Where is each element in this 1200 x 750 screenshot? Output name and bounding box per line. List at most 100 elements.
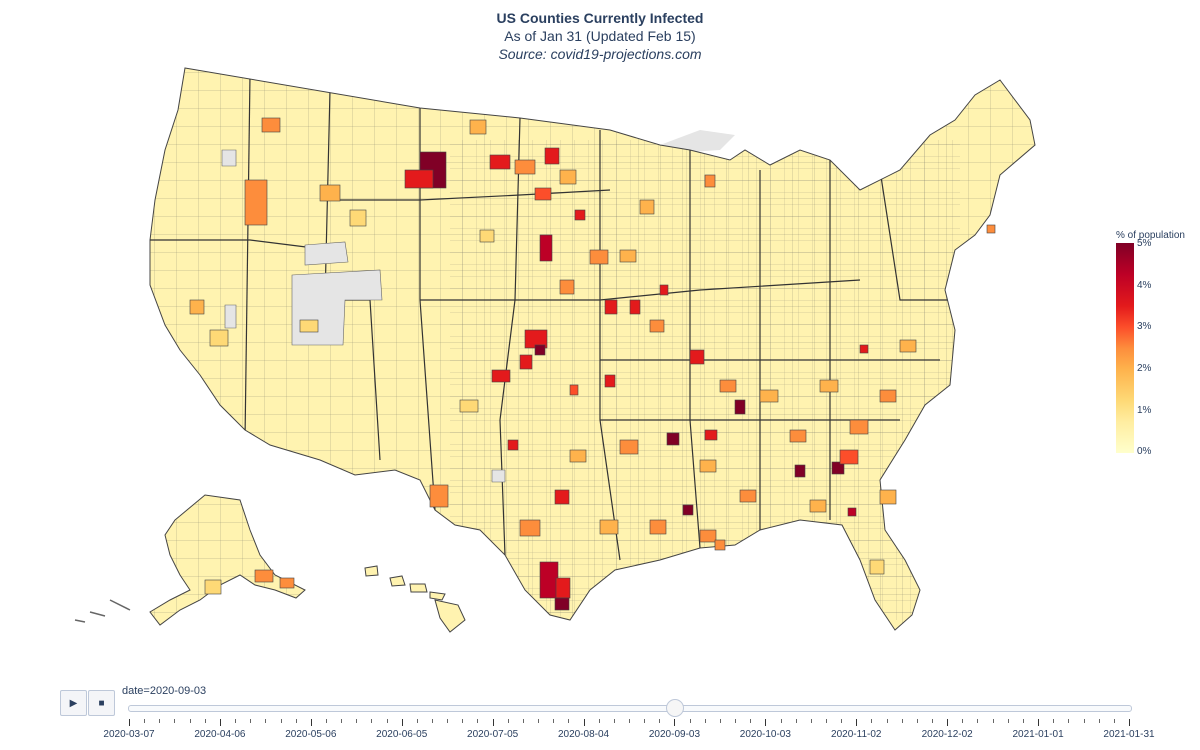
hotspot-counties bbox=[189, 117, 996, 611]
slider-tick bbox=[856, 719, 858, 726]
slider-minor-tick bbox=[371, 719, 373, 723]
slider-rail[interactable] bbox=[128, 705, 1132, 712]
slider-minor-tick bbox=[265, 719, 267, 723]
slider-minor-tick bbox=[735, 719, 737, 723]
slider-minor-tick bbox=[1068, 719, 1070, 723]
slider-minor-tick bbox=[568, 719, 570, 723]
slider-minor-tick bbox=[1083, 719, 1085, 723]
slider-minor-tick bbox=[629, 719, 630, 723]
stop-icon: ■ bbox=[98, 697, 105, 709]
slider-minor-tick bbox=[189, 719, 191, 723]
chart-title: US Counties Currently Infected bbox=[496, 10, 704, 26]
slider-minor-tick bbox=[477, 719, 479, 723]
slider-tick bbox=[1038, 719, 1040, 726]
alaska bbox=[74, 494, 306, 626]
slider-minor-tick bbox=[553, 719, 555, 723]
slider-minor-tick bbox=[1022, 719, 1024, 723]
slider-minor-tick bbox=[325, 719, 327, 723]
slider-grip[interactable] bbox=[666, 699, 684, 717]
contiguous-us bbox=[149, 67, 1036, 631]
slider-tick bbox=[947, 719, 949, 726]
slider-tick-label[interactable]: 2020-05-06 bbox=[285, 729, 337, 740]
slider-minor-tick bbox=[447, 719, 449, 723]
slider-minor-tick bbox=[507, 719, 509, 723]
slider-tick-label[interactable]: 2020-12-02 bbox=[921, 729, 973, 740]
slider-tick-label[interactable]: 2021-01-31 bbox=[1103, 729, 1155, 740]
slider-minor-tick bbox=[719, 719, 721, 723]
colorbar-tick-1: 1% bbox=[1137, 405, 1152, 416]
slider-tick bbox=[219, 719, 221, 726]
slider-minor-tick bbox=[750, 719, 752, 723]
slider-minor-tick bbox=[598, 719, 600, 723]
slider-tick bbox=[401, 719, 403, 726]
play-button[interactable]: ▶ bbox=[60, 690, 87, 716]
colorbar-tick-2: 2% bbox=[1137, 363, 1152, 374]
slider-minor-tick bbox=[416, 719, 418, 723]
slider-minor-tick bbox=[886, 719, 888, 723]
slider-tick-label[interactable]: 2020-09-03 bbox=[648, 729, 701, 740]
slider-current-value: date=2020-09-03 bbox=[122, 685, 207, 697]
slider-minor-tick bbox=[341, 719, 343, 723]
slider-minor-tick bbox=[992, 719, 994, 723]
slider-minor-tick bbox=[962, 719, 964, 723]
slider-minor-tick bbox=[522, 719, 524, 723]
slider-minor-tick bbox=[1007, 719, 1009, 723]
slider-minor-tick bbox=[174, 719, 176, 723]
slider-tick-label[interactable]: 2020-07-05 bbox=[467, 729, 519, 740]
slider-minor-tick bbox=[977, 719, 979, 723]
slider-tick bbox=[1129, 719, 1130, 726]
colorbar-tick-3: 3% bbox=[1137, 321, 1152, 332]
slider-minor-tick bbox=[810, 719, 812, 723]
slider-minor-tick bbox=[613, 719, 615, 723]
colorbar bbox=[1116, 243, 1134, 453]
slider-minor-tick bbox=[659, 719, 661, 723]
chart-source: Source: covid19-projections.com bbox=[498, 46, 702, 62]
slider-minor-tick bbox=[795, 719, 797, 723]
colorbar-tick-5: 5% bbox=[1137, 238, 1152, 249]
slider-minor-tick bbox=[916, 719, 918, 723]
slider-minor-tick bbox=[841, 719, 843, 723]
slider-tick-label[interactable]: 2020-06-05 bbox=[376, 729, 428, 740]
slider-minor-tick bbox=[932, 719, 934, 723]
slider-minor-tick bbox=[1113, 719, 1115, 723]
slider-minor-tick bbox=[235, 719, 237, 723]
slider-minor-tick bbox=[144, 719, 146, 723]
slider-tick-label[interactable]: 2020-04-06 bbox=[194, 729, 246, 740]
slider-tick bbox=[583, 719, 585, 726]
slider-tick-label[interactable]: 2020-03-07 bbox=[103, 729, 155, 740]
slider-minor-tick bbox=[295, 719, 297, 723]
slider-minor-tick bbox=[538, 719, 540, 723]
slider-tick bbox=[674, 719, 676, 726]
colorbar-tick-0: 0% bbox=[1137, 446, 1152, 457]
slider-minor-tick bbox=[462, 719, 464, 723]
chart-subtitle: As of Jan 31 (Updated Feb 15) bbox=[504, 28, 696, 44]
slider-minor-tick bbox=[386, 719, 388, 723]
stop-button[interactable]: ■ bbox=[88, 690, 115, 716]
slider-tick-label[interactable]: 2020-08-04 bbox=[557, 729, 610, 740]
slider-minor-tick bbox=[901, 719, 903, 723]
hawaii bbox=[364, 565, 466, 633]
slider-tick bbox=[310, 719, 312, 726]
slider-tick bbox=[492, 719, 494, 726]
slider-minor-tick bbox=[1098, 719, 1100, 723]
colorbar-title: % of population bbox=[1116, 230, 1185, 241]
slider-minor-tick bbox=[704, 719, 706, 723]
slider-minor-tick bbox=[250, 719, 252, 723]
slider-minor-tick bbox=[825, 719, 827, 723]
slider-minor-tick bbox=[432, 719, 434, 723]
slider-minor-tick bbox=[871, 719, 873, 723]
slider-minor-tick bbox=[280, 719, 282, 723]
slider-tick bbox=[765, 719, 767, 726]
slider-tick-label[interactable]: 2020-11-02 bbox=[831, 729, 882, 740]
slider-tick-label[interactable]: 2020-10-03 bbox=[739, 729, 791, 740]
colorbar-tick-4: 4% bbox=[1137, 280, 1152, 291]
slider-minor-tick bbox=[689, 719, 691, 723]
slider-minor-tick bbox=[644, 719, 646, 723]
play-icon: ▶ bbox=[69, 697, 78, 709]
slider-minor-tick bbox=[159, 719, 161, 723]
slider-minor-tick bbox=[204, 719, 206, 723]
slider-minor-tick bbox=[1053, 719, 1055, 723]
slider-tick-label[interactable]: 2021-01-01 bbox=[1012, 729, 1064, 740]
slider-minor-tick bbox=[356, 719, 358, 723]
